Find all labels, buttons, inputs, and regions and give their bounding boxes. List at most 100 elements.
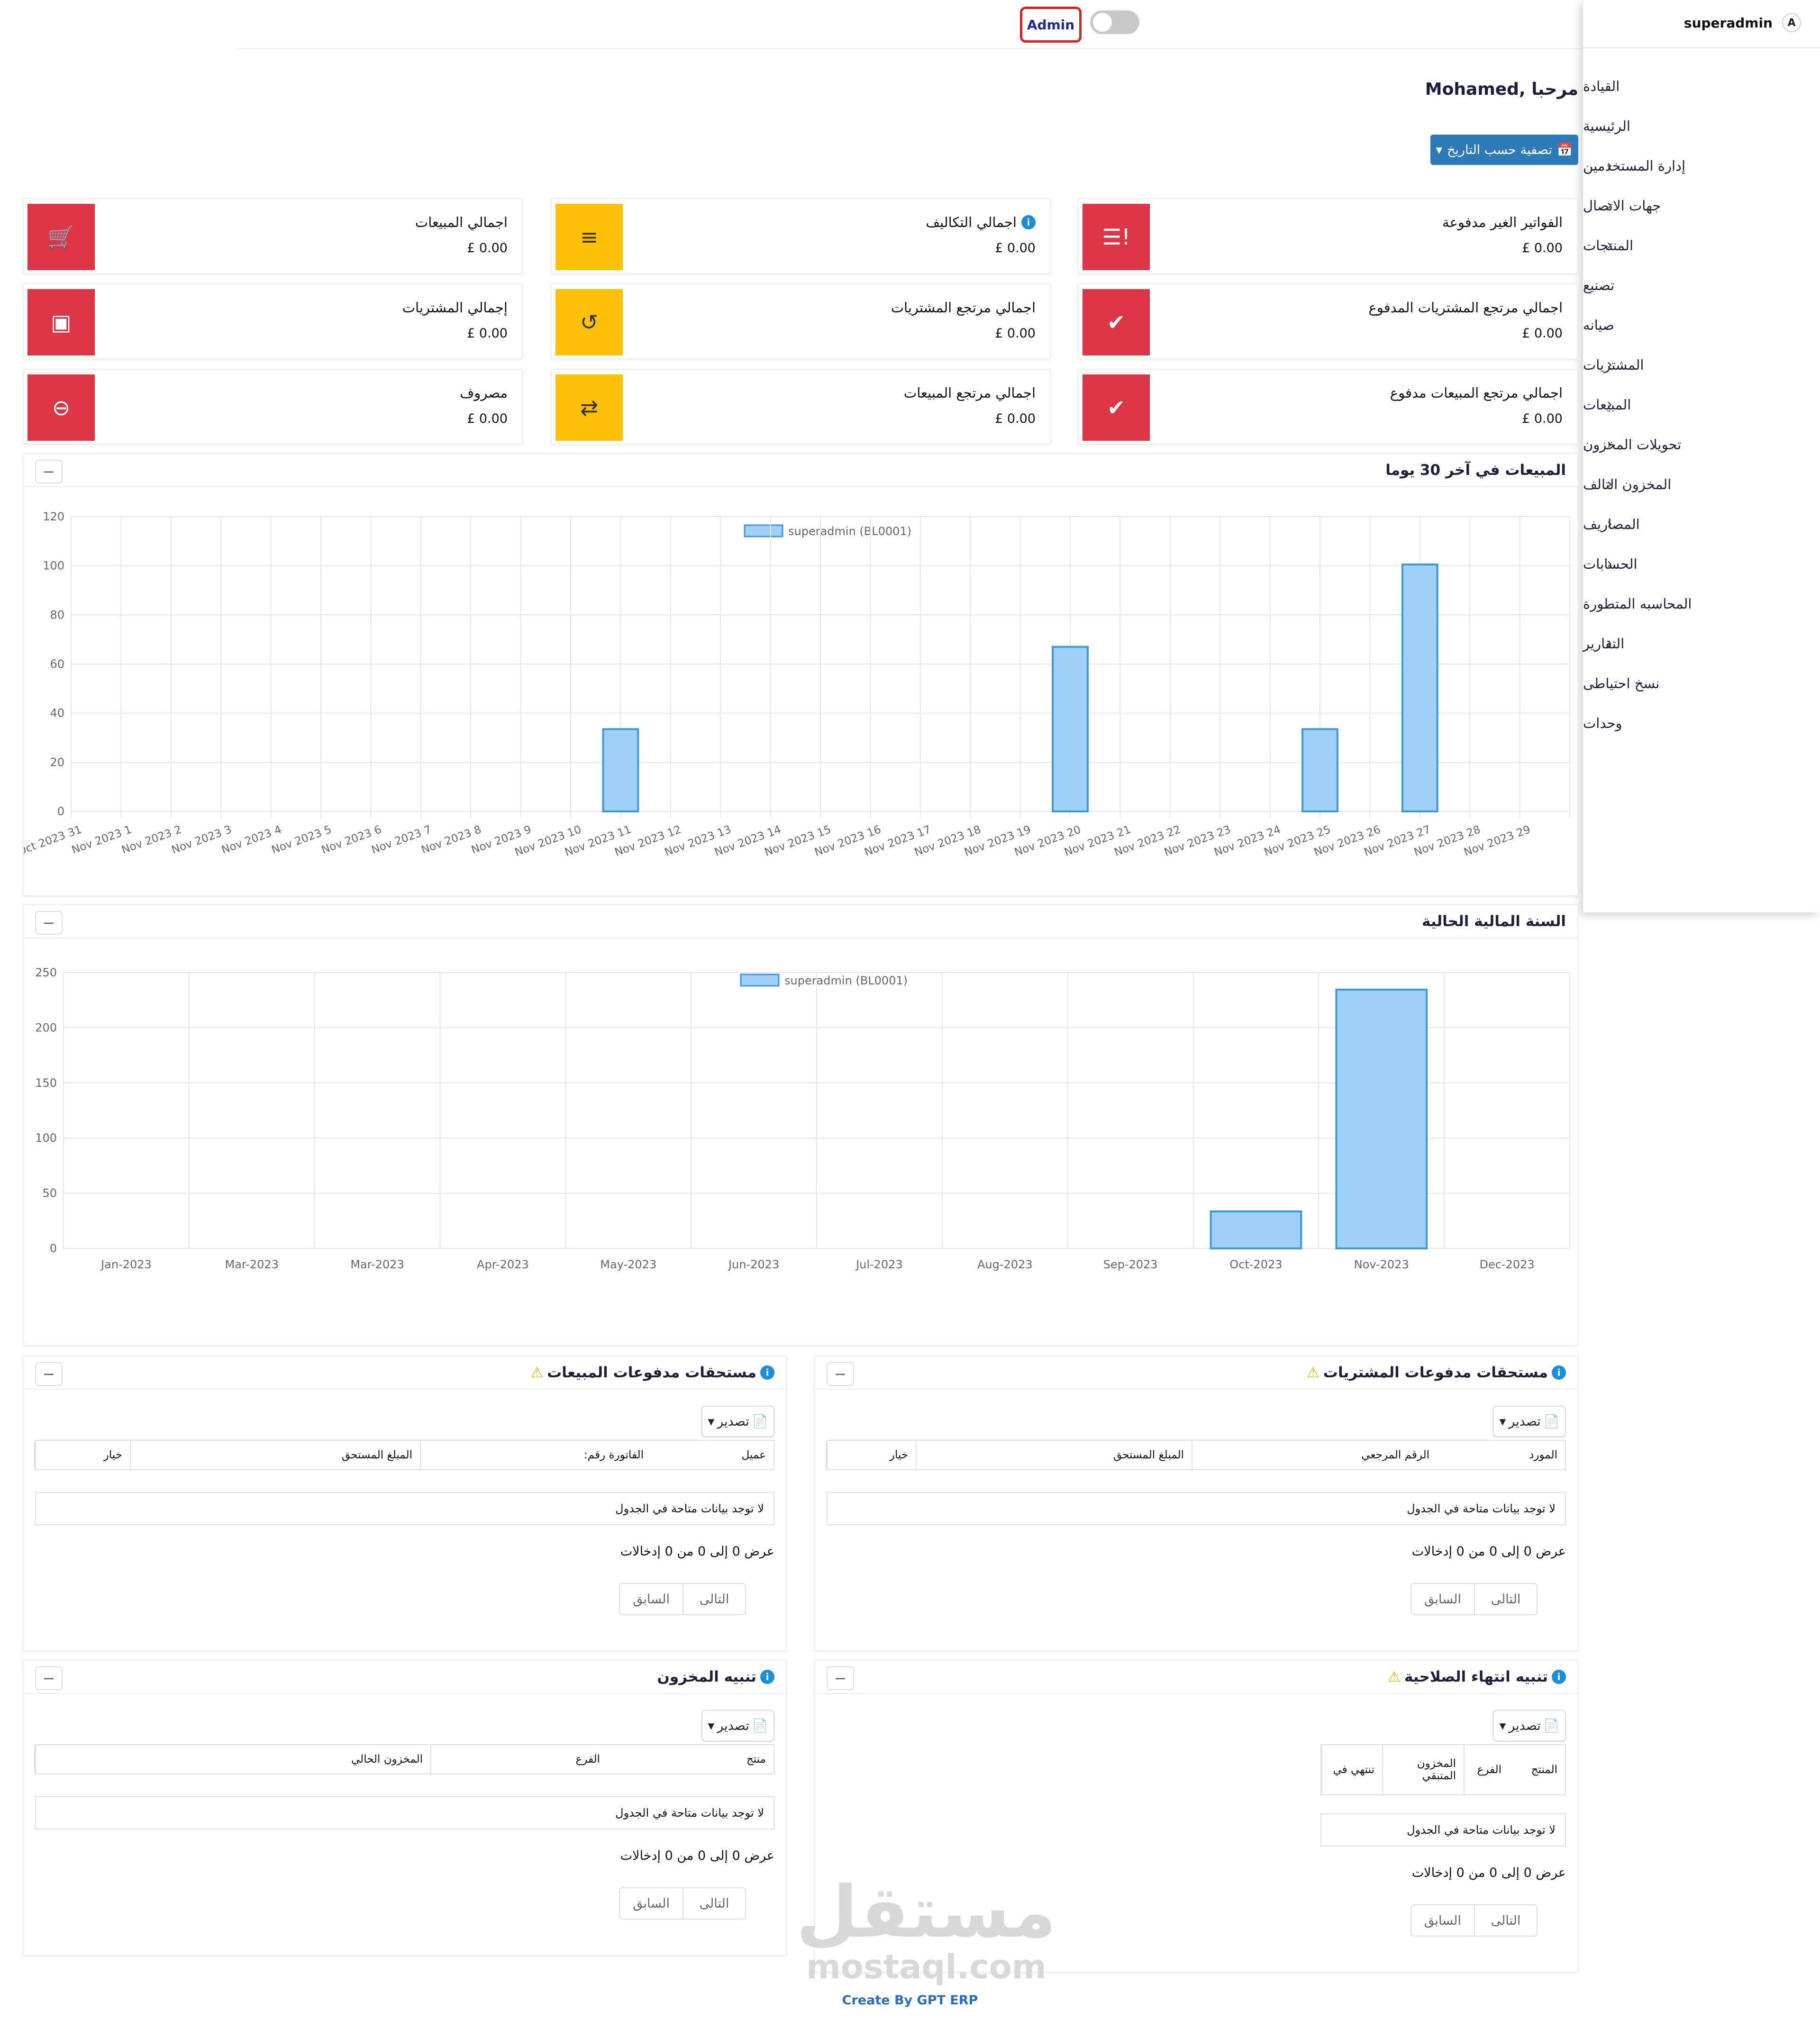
entries-info: عرض 0 إلى 0 من 0 إدخالات xyxy=(1411,1865,1566,1880)
sidebar-item[interactable]: نسخ احتياطى xyxy=(1583,664,1820,703)
chart-legend[interactable]: superadmin (BL0001) xyxy=(740,974,908,987)
collapse-button[interactable]: − xyxy=(35,911,63,935)
minus-circle-icon: ⊖ xyxy=(27,374,95,441)
info-icon[interactable]: i xyxy=(1021,215,1036,229)
stat-value: £ 0.00 xyxy=(1522,411,1563,426)
sidebar-item[interactable]: المشتريات ‹ xyxy=(1583,345,1820,385)
next-page-button[interactable]: التالى xyxy=(682,1584,745,1614)
column-header[interactable]: الفرع xyxy=(430,1745,608,1774)
fiscal-year-chart: superadmin (BL0001) 0 50 100 150 200 250 Jan-20… xyxy=(35,966,1570,1271)
column-header[interactable]: الفرع xyxy=(1464,1745,1509,1794)
sidebar-item[interactable]: جهات الاتصال ‹ xyxy=(1583,186,1820,226)
sidebar-user[interactable]: A superadmin xyxy=(1684,13,1801,32)
username: superadmin xyxy=(1684,15,1773,31)
collapse-button[interactable]: − xyxy=(827,1362,854,1386)
bar[interactable] xyxy=(1301,728,1338,812)
sidebar-item[interactable]: تحويلات المخزون ‹ xyxy=(1583,425,1820,464)
info-icon[interactable]: i xyxy=(760,1365,774,1380)
column-header[interactable]: المخزون الحالي xyxy=(34,1745,430,1774)
prev-page-button[interactable]: السابق xyxy=(1411,1905,1474,1936)
export-button[interactable]: 📄 تصدير ▾ xyxy=(701,1406,774,1437)
sidebar-item-label: تحويلات المخزون xyxy=(1583,437,1682,453)
stat-label-text: اجمالي المبيعات xyxy=(415,214,508,230)
sidebar-item[interactable]: صيانه xyxy=(1583,305,1820,345)
info-icon[interactable]: i xyxy=(1552,1670,1566,1684)
theme-toggle[interactable] xyxy=(1090,10,1139,34)
empty-table-message: لا توجد بيانات متاحة في الجدول xyxy=(1320,1813,1566,1847)
sidebar-item[interactable]: القيادة xyxy=(1583,66,1820,106)
next-page-button[interactable]: التالى xyxy=(1474,1905,1537,1936)
stat-card: ✔ اجمالي مرتجع المبيعات مدفوع £ 0.00 xyxy=(1078,369,1578,445)
bar[interactable] xyxy=(1210,1210,1302,1250)
panel-title: i مستحقات مدفوعات المبيعات ⚠ xyxy=(530,1364,774,1381)
column-header[interactable]: المورد xyxy=(1529,1449,1557,1461)
collapse-button[interactable]: − xyxy=(827,1666,854,1690)
footer-credit[interactable]: Create By GPT ERP xyxy=(842,1993,978,2008)
sidebar-item[interactable]: المخزون التالف ‹ xyxy=(1583,464,1820,504)
column-header[interactable]: المخزون المتبقي xyxy=(1382,1745,1464,1794)
caret-down-icon: ▾ xyxy=(1499,1718,1506,1733)
chart-legend[interactable]: superadmin (BL0001) xyxy=(744,524,911,538)
sidebar-item-label: المبيعات xyxy=(1583,397,1631,413)
sidebar-item-label: المشتريات xyxy=(1583,357,1644,373)
column-header[interactable]: المبلغ المستحق xyxy=(916,1441,1192,1469)
sidebar-item[interactable]: التقارير ‹ xyxy=(1583,624,1820,664)
stat-label-text: مصروف xyxy=(460,385,508,401)
date-filter-button[interactable]: 📅 تصفية حسب التاريخ ▾ xyxy=(1430,135,1578,165)
sidebar-item[interactable]: الحسابات ‹ xyxy=(1583,544,1820,584)
prev-page-button[interactable]: السابق xyxy=(1411,1584,1474,1614)
column-header[interactable]: تنتهي في xyxy=(1321,1745,1382,1794)
bar[interactable] xyxy=(1401,564,1438,812)
y-tick-label: 0 xyxy=(57,805,64,818)
sidebar-item[interactable]: المحاسبه المتطورة xyxy=(1583,584,1820,624)
bar[interactable] xyxy=(602,728,639,812)
export-button[interactable]: 📄 تصدير ▾ xyxy=(1493,1406,1566,1437)
y-tick-label: 20 xyxy=(50,755,64,769)
sidebar-item-label: المنتجات xyxy=(1583,237,1634,254)
sidebar-item[interactable]: المصاريف ‹ xyxy=(1583,504,1820,544)
info-icon[interactable]: i xyxy=(1552,1365,1566,1380)
sidebar-item[interactable]: المنتجات ‹ xyxy=(1583,226,1820,265)
sidebar-item-label: الرئيسية xyxy=(1583,118,1630,134)
sidebar-item[interactable]: تصنيع xyxy=(1583,265,1820,305)
column-header[interactable]: خيار xyxy=(826,1441,916,1469)
sidebar: A superadmin القيادة الرئيسية إدارة المستخ… xyxy=(1583,0,1820,912)
column-header[interactable]: المبلغ المستحق xyxy=(130,1441,420,1469)
column-header[interactable]: الرقم المرجعي xyxy=(1192,1441,1437,1469)
bar[interactable] xyxy=(1335,989,1428,1250)
panel-title-text: مستحقات مدفوعات المبيعات xyxy=(547,1364,756,1381)
export-button[interactable]: 📄 تصدير ▾ xyxy=(1493,1710,1566,1741)
stat-value: £ 0.00 xyxy=(467,326,508,341)
x-tick-label: May-2023 xyxy=(600,1258,656,1271)
x-tick-label: Mar-2023 xyxy=(350,1258,404,1271)
info-icon[interactable]: i xyxy=(760,1670,774,1684)
pagination: السابق التالى xyxy=(619,1887,746,1920)
column-header[interactable]: عميل xyxy=(741,1449,766,1461)
pagination: السابق التالى xyxy=(1410,1904,1538,1937)
prev-page-button[interactable]: السابق xyxy=(620,1888,682,1919)
sidebar-item[interactable]: المبيعات ‹ xyxy=(1583,385,1820,425)
stat-card: 🛒 اجمالي المبيعات £ 0.00 xyxy=(23,198,523,274)
column-header[interactable]: منتج xyxy=(746,1753,766,1765)
collapse-button[interactable]: − xyxy=(35,1362,63,1386)
sidebar-item[interactable]: الرئيسية xyxy=(1583,106,1820,146)
sidebar-item[interactable]: وحدات xyxy=(1583,703,1820,743)
y-tick-label: 0 xyxy=(50,1242,57,1255)
next-page-button[interactable]: التالى xyxy=(682,1888,745,1919)
check-icon: ✔ xyxy=(1083,289,1150,355)
collapse-button[interactable]: − xyxy=(35,460,63,483)
column-header[interactable]: الفاتورة رقم: xyxy=(420,1441,651,1469)
collapse-button[interactable]: − xyxy=(35,1666,63,1690)
next-page-button[interactable]: التالى xyxy=(1474,1584,1537,1614)
sidebar-item[interactable]: إدارة المستخدمين ‹ xyxy=(1583,146,1820,186)
export-button[interactable]: 📄 تصدير ▾ xyxy=(701,1710,774,1741)
admin-button[interactable]: Admin xyxy=(1020,7,1082,43)
stat-label: اجمالي مرتجع المشتريات المدفوع xyxy=(1368,300,1563,316)
y-tick-label: 50 xyxy=(42,1187,57,1200)
bar[interactable] xyxy=(1052,646,1089,812)
column-header[interactable]: خيار xyxy=(34,1441,130,1469)
prev-page-button[interactable]: السابق xyxy=(620,1584,682,1614)
stat-card: ▣ إجمالي المشتريات £ 0.00 xyxy=(23,283,523,359)
sidebar-item-label: المصاريف xyxy=(1583,516,1640,532)
column-header[interactable]: المنتج xyxy=(1531,1764,1557,1776)
